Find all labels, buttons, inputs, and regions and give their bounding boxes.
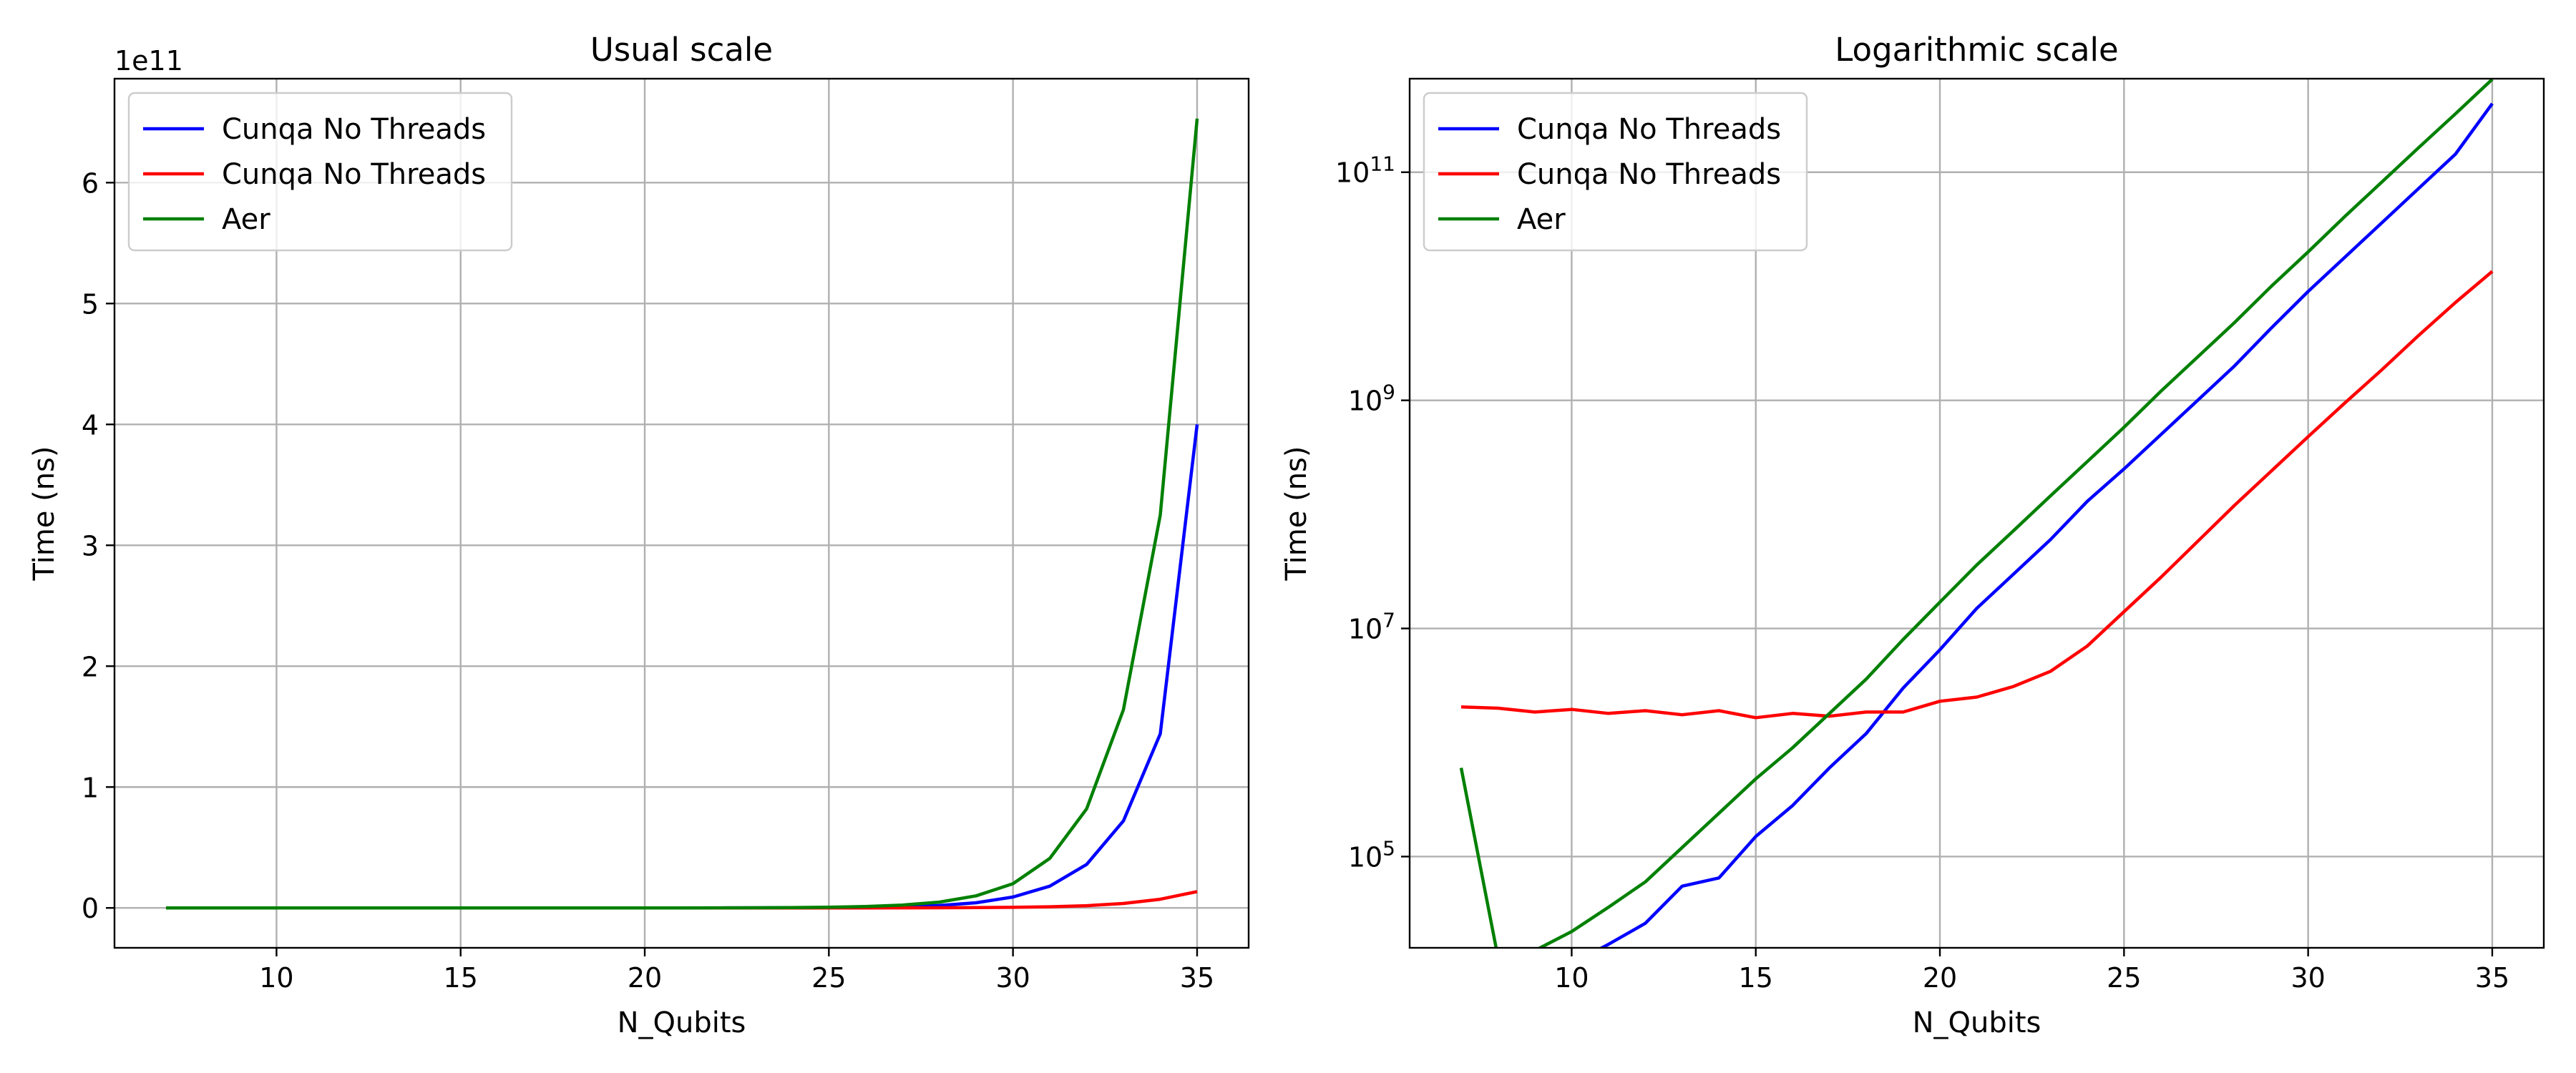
y-tick-label: 109 xyxy=(1348,381,1395,417)
legend-box xyxy=(1423,92,1808,252)
legend-entry: Cunqa No Threads xyxy=(1517,113,1781,146)
y-tick-label: 1 xyxy=(82,772,99,803)
series-line-aer-3 xyxy=(166,118,1199,910)
legend-entry: Cunqa No Threads xyxy=(222,113,486,146)
plot-area xyxy=(1459,79,2494,948)
legend-entry: Aer xyxy=(222,203,270,236)
x-tick-label: 20 xyxy=(628,962,662,994)
x-tick-label: 35 xyxy=(2475,962,2509,994)
axes-frame xyxy=(113,77,1250,949)
series-line-cunqa-no-threads-2 xyxy=(1460,270,2494,720)
x-tick-label: 25 xyxy=(2107,962,2141,994)
chart-title: Usual scale xyxy=(590,31,773,69)
legend-entry: Cunqa No Threads xyxy=(1517,158,1781,191)
legend: Cunqa No Threads Cunqa No Threads Aer xyxy=(1423,92,1808,252)
x-tick-label: 15 xyxy=(444,962,478,994)
x-tick-label: 30 xyxy=(2290,962,2325,994)
x-tick-label: 30 xyxy=(995,962,1030,994)
chart-panel-2: 10 15 20 25 30 35 105 107 109 1011 Logarithmic sca… xyxy=(1280,31,2545,1039)
y-axis-label: Time (ns) xyxy=(28,446,61,581)
y-tick-label: 1011 xyxy=(1335,152,1395,189)
legend-entry: Aer xyxy=(1517,203,1566,236)
y-tick-label: 0 xyxy=(82,893,99,924)
legend-entry: Cunqa No Threads xyxy=(222,158,486,191)
legend: Cunqa No Threads Cunqa No Threads Aer xyxy=(127,92,513,252)
x-tick-label: 15 xyxy=(1739,962,1773,994)
legend-box xyxy=(127,92,513,252)
series-line-aer-3 xyxy=(1459,79,2494,948)
series-line-cunqa-no-threads-1 xyxy=(1598,102,2494,948)
x-tick-label: 10 xyxy=(1554,962,1589,994)
y-tick-label: 2 xyxy=(82,651,99,682)
y-tick-label: 6 xyxy=(82,167,99,199)
y-tick-label: 3 xyxy=(82,530,99,562)
axes-frame xyxy=(1408,77,2545,949)
chart-panel-1: 10 15 20 25 30 35 0 1 2 3 4 5 6 1e11 Usual scale N_Qubi… xyxy=(28,31,1250,1039)
y-offset-label: 1e11 xyxy=(114,45,183,77)
y-tick-label: 4 xyxy=(82,409,99,441)
x-axis-label: N_Qubits xyxy=(618,1006,746,1039)
x-axis-label: N_Qubits xyxy=(1913,1006,2041,1039)
chart-title: Logarithmic scale xyxy=(1835,31,2118,69)
plot-area xyxy=(166,118,1199,910)
x-tick-label: 10 xyxy=(259,962,293,994)
x-tick-label: 25 xyxy=(811,962,846,994)
x-tick-label: 35 xyxy=(1180,962,1214,994)
y-tick-label: 107 xyxy=(1348,609,1395,645)
y-axis-label: Time (ns) xyxy=(1280,446,1313,581)
y-tick-label: 105 xyxy=(1348,836,1395,873)
x-tick-label: 20 xyxy=(1923,962,1957,994)
y-tick-label: 5 xyxy=(82,288,99,320)
